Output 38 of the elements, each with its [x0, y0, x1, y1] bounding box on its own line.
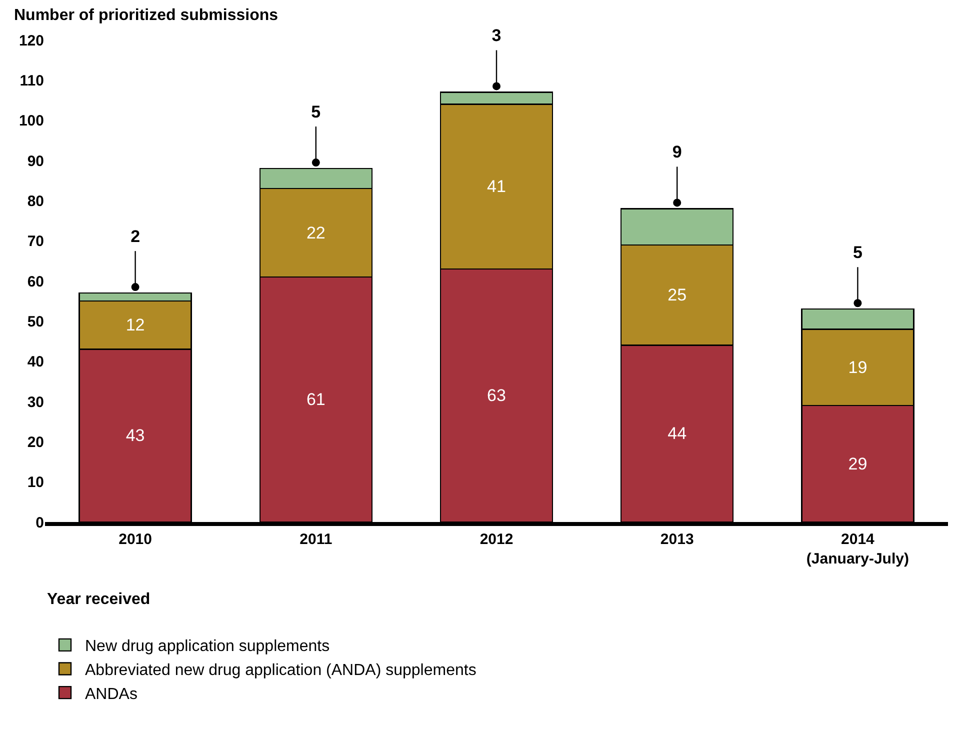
data-label: 44: [668, 424, 687, 444]
data-label: 5: [852, 242, 862, 262]
y-tick-label: 30: [27, 394, 44, 411]
legend-label: Abbreviated new drug application (ANDA) supplements: [85, 662, 476, 679]
x-tick-label: 2010: [118, 531, 152, 548]
data-label: 29: [848, 454, 868, 474]
y-tick-label: 50: [27, 313, 44, 330]
x-tick-label: 2011: [300, 531, 332, 548]
x-tick-label: 2012: [480, 531, 514, 548]
y-tick-label: 100: [18, 112, 44, 130]
y-tick-label: 10: [27, 474, 44, 492]
y-tick-label: 80: [27, 192, 44, 210]
y-tick-label: 20: [27, 434, 44, 451]
y-tick-label: 40: [27, 354, 44, 371]
x-tick-label: 2013: [660, 531, 694, 548]
y-tick-label: 0: [36, 514, 44, 532]
y-tick-label: 90: [27, 152, 44, 170]
data-label: 63: [487, 386, 506, 405]
legend-label: ANDAs: [85, 686, 138, 703]
data-label: 12: [126, 316, 145, 335]
legend-label: New drug application supplements: [85, 638, 330, 656]
data-label: 22: [306, 223, 326, 242]
data-label: 25: [668, 286, 687, 305]
x-tick-label: 2014 (January-July): [806, 531, 909, 568]
data-label: 43: [126, 426, 145, 446]
y-tick-label: 60: [27, 273, 44, 290]
data-label: 19: [848, 358, 868, 377]
y-tick-label: 120: [18, 32, 44, 50]
y-axis-title: Number of prioritized submissions: [14, 7, 278, 24]
y-tick-label: 70: [27, 233, 44, 250]
y-tick-label: 110: [20, 72, 44, 90]
data-label: 2: [130, 226, 140, 246]
data-label: 61: [306, 390, 326, 409]
data-label: 3: [492, 26, 502, 46]
data-label: 41: [487, 177, 506, 196]
x-axis-title: Year received: [47, 591, 150, 608]
data-label: 5: [311, 102, 321, 122]
data-label: 9: [672, 142, 682, 162]
